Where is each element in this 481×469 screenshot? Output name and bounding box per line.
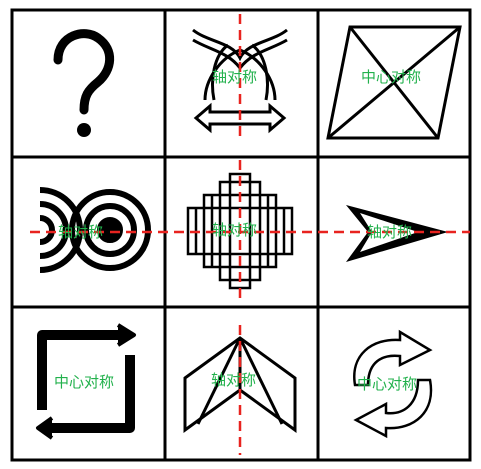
label-r2c3: 轴对称 bbox=[367, 223, 413, 241]
label-r1c3: 中心对称 bbox=[361, 68, 422, 86]
question-mark-icon bbox=[53, 29, 115, 137]
interlocked-arches-icon bbox=[192, 28, 288, 134]
parallelogram-icon bbox=[326, 25, 462, 140]
label-r2c2: 轴对称 bbox=[212, 221, 258, 239]
concentric-circles-icon bbox=[39, 187, 151, 273]
label-r3c1: 中心对称 bbox=[54, 373, 115, 391]
square-frame-arrows-icon bbox=[36, 323, 136, 440]
grid-lines bbox=[10, 8, 472, 462]
symmetry-axes bbox=[30, 14, 470, 455]
label-r3c3: 中心对称 bbox=[357, 375, 418, 393]
label-r2c1: 轴对称 bbox=[58, 223, 104, 241]
circular-arrows-icon bbox=[353, 329, 433, 439]
label-r1c2: 轴对称 bbox=[212, 68, 258, 86]
label-r3c2: 轴对称 bbox=[211, 371, 257, 389]
